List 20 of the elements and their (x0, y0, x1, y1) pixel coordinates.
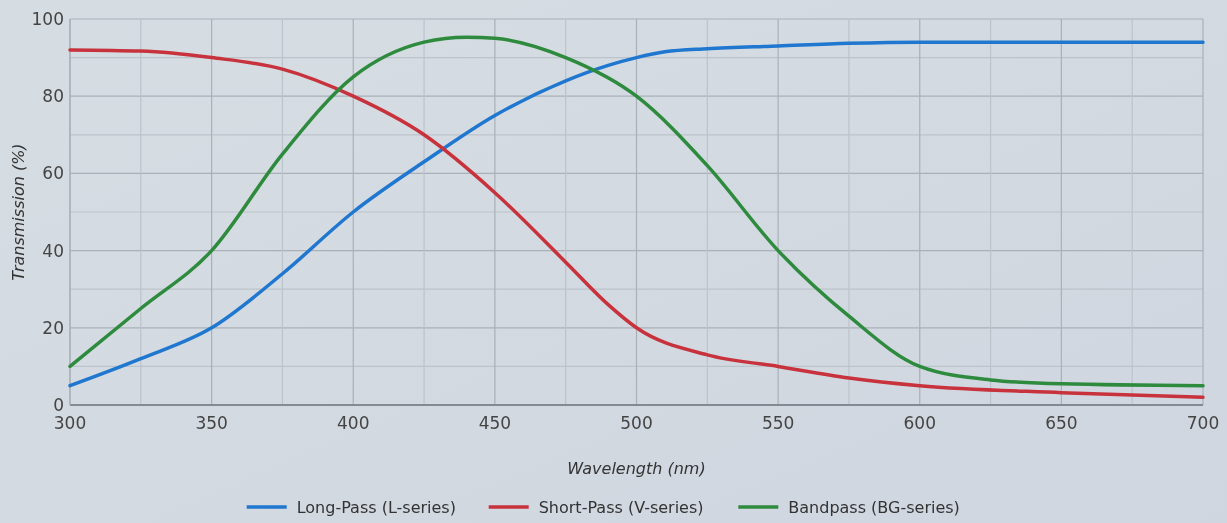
y-tick-label: 60 (42, 163, 64, 184)
x-tick-label: 400 (337, 413, 370, 433)
y-axis-title: Transmission (%) (9, 143, 28, 281)
x-axis-title: Wavelength (nm) (567, 459, 706, 478)
x-tick-label: 700 (1186, 413, 1220, 433)
y-tick-label: 100 (31, 9, 64, 29)
x-tick-label: 300 (53, 413, 87, 433)
y-tick-label: 0 (53, 395, 64, 415)
legend-label: Bandpass (BG-series) (788, 498, 960, 517)
x-tick-label: 350 (195, 413, 228, 433)
y-tick-label: 40 (42, 240, 64, 261)
legend-label: Short-Pass (V-series) (538, 498, 704, 517)
x-tick-label: 450 (478, 413, 512, 433)
x-tick-label: 500 (620, 413, 653, 433)
x-tick-label: 550 (761, 413, 795, 433)
y-tick-label: 20 (42, 317, 64, 338)
x-tick-label: 600 (903, 413, 936, 433)
legend-label: Long-Pass (L-series) (296, 498, 456, 517)
x-tick-label: 650 (1045, 413, 1078, 433)
y-tick-label: 80 (42, 86, 64, 107)
